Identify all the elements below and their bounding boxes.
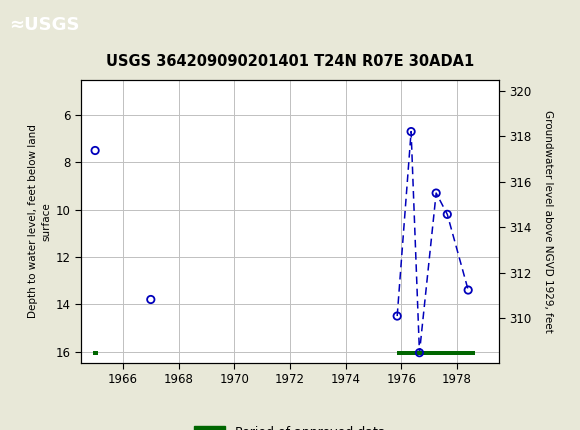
Point [146,296,155,303]
Point [415,349,424,356]
Legend: Period of approved data: Period of approved data [189,421,391,430]
Point [463,286,473,293]
Text: ≈USGS: ≈USGS [9,16,79,34]
Point [393,313,402,319]
Y-axis label: Depth to water level, feet below land
surface: Depth to water level, feet below land su… [28,125,52,318]
Text: USGS 364209090201401 T24N R07E 30ADA1: USGS 364209090201401 T24N R07E 30ADA1 [106,54,474,69]
Bar [397,350,475,355]
Point [443,211,452,218]
Bar [93,350,97,355]
Point [432,190,441,197]
Y-axis label: Groundwater level above NGVD 1929, feet: Groundwater level above NGVD 1929, feet [543,110,553,333]
Point [90,147,100,154]
Point [407,128,416,135]
